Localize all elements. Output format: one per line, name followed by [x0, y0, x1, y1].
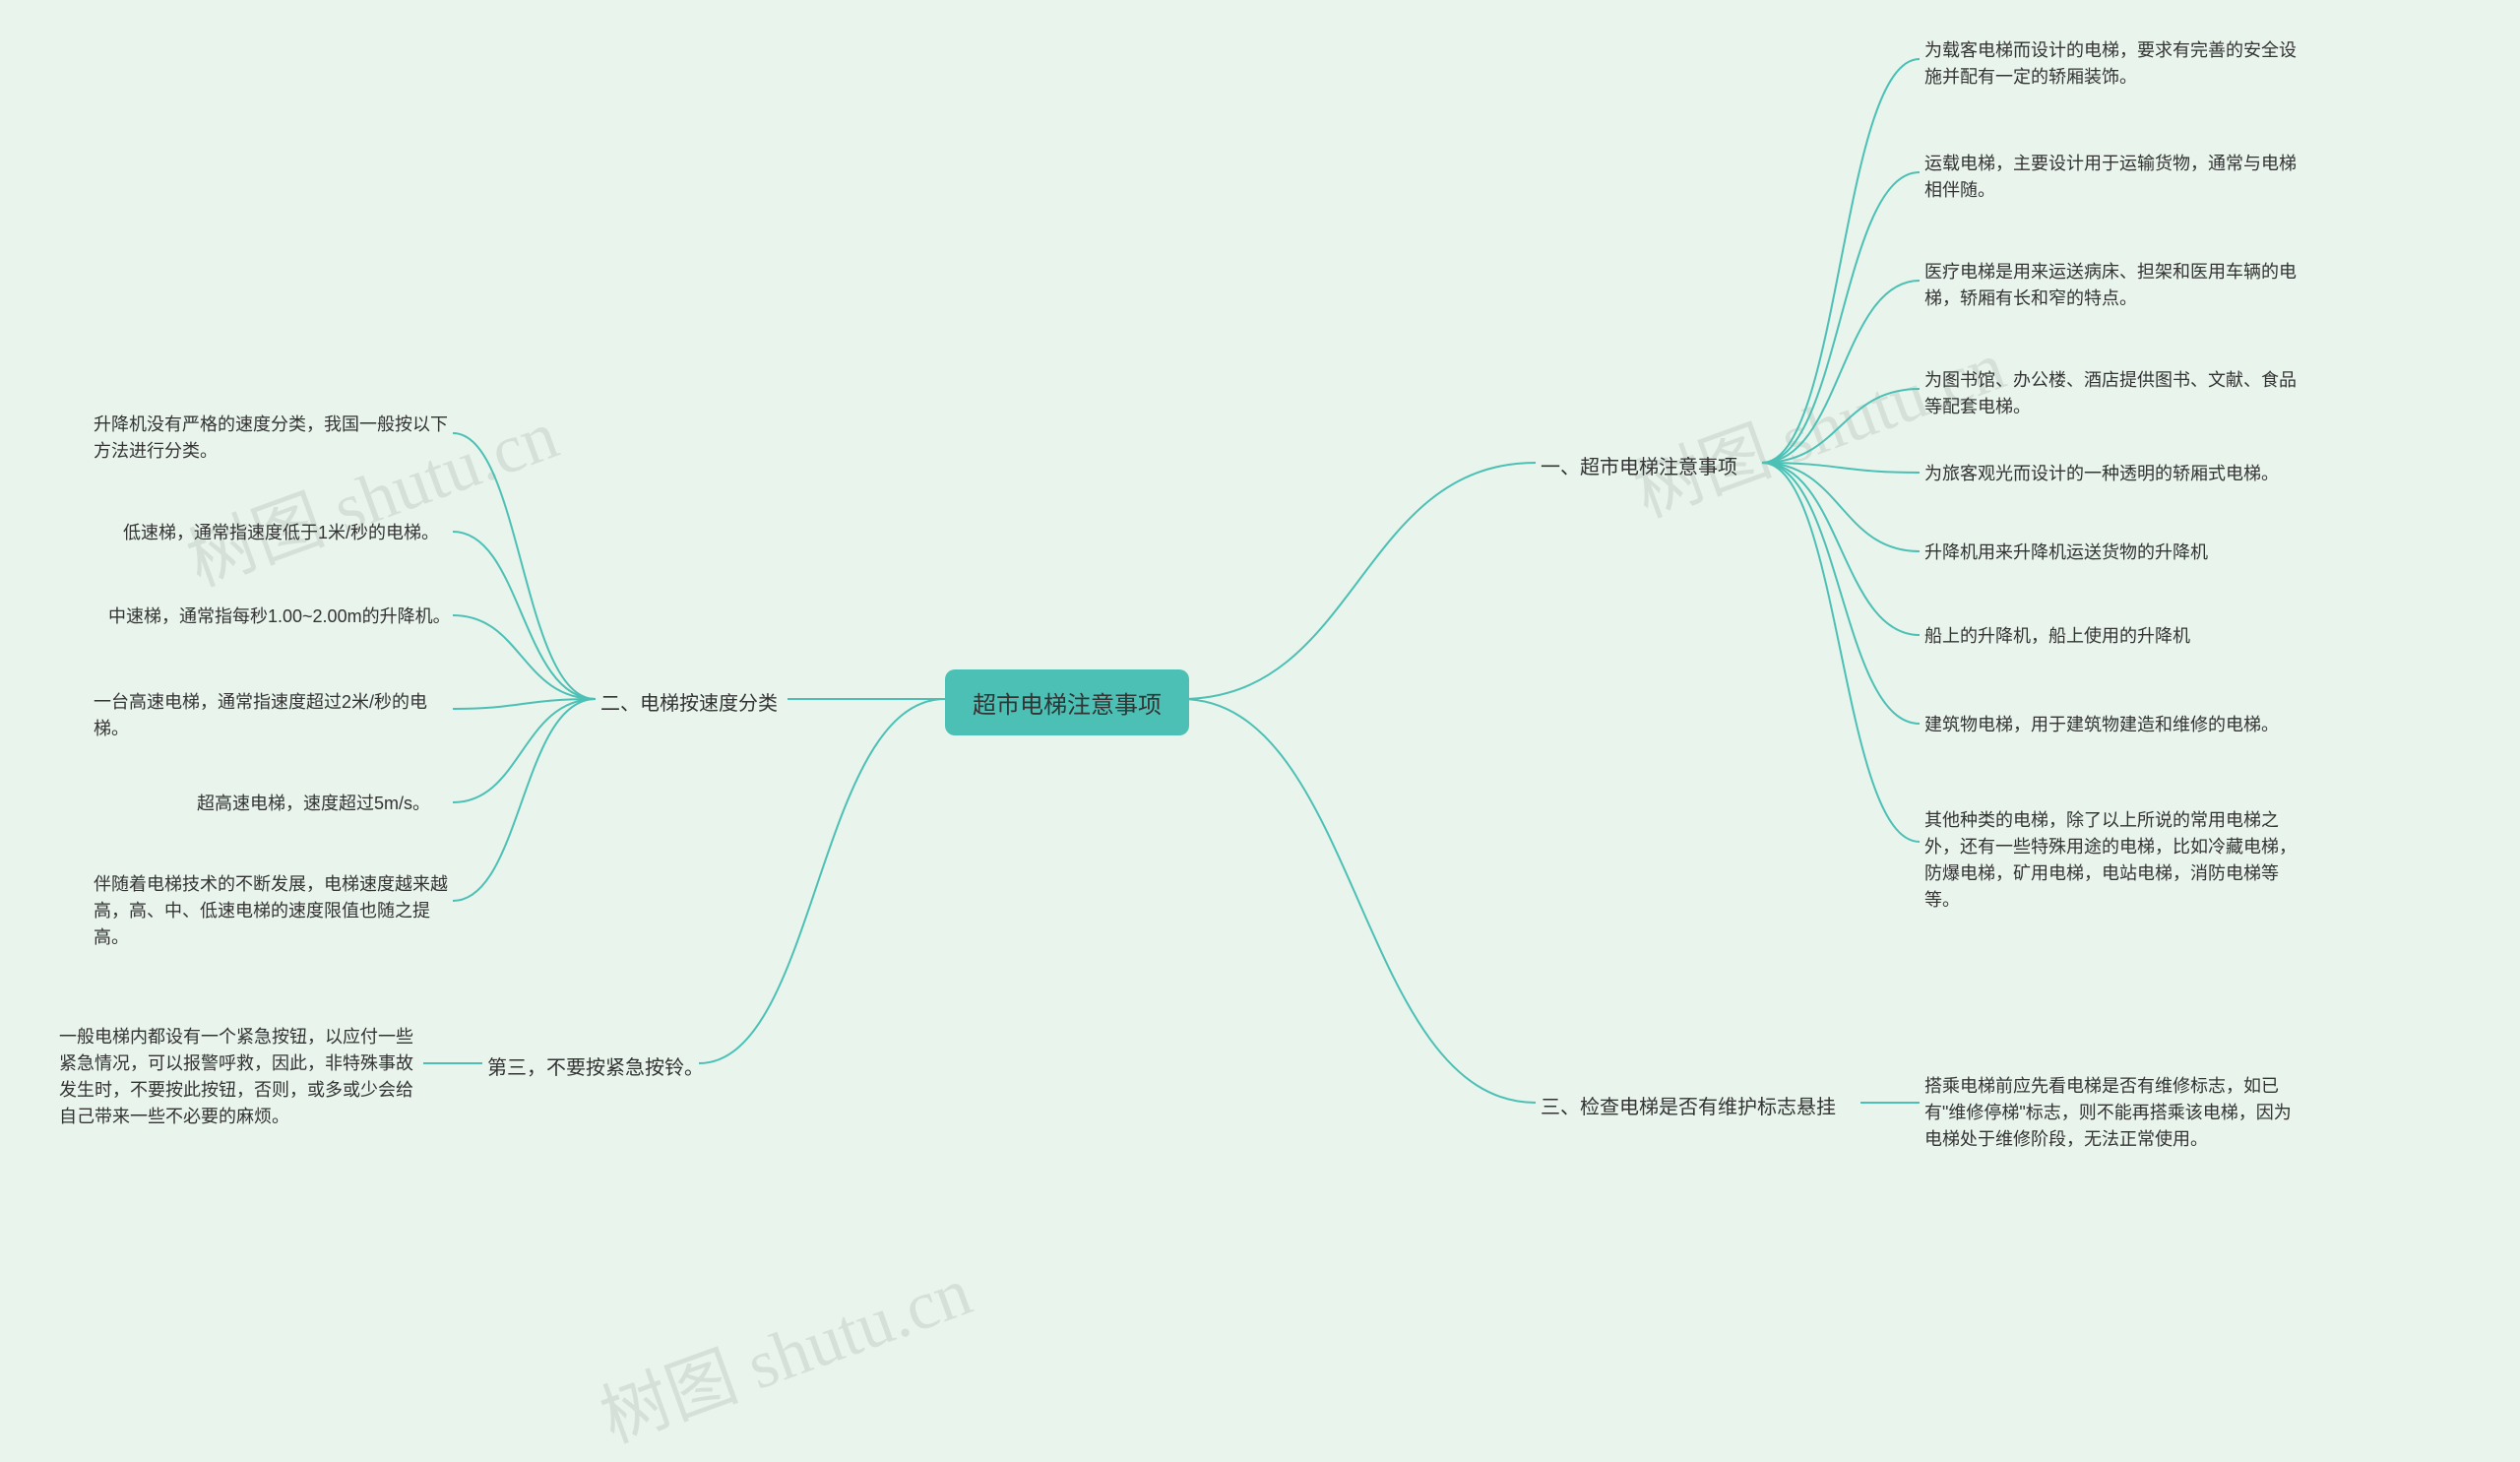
leaf-2-4: 超高速电梯，速度超过5m/s。	[197, 791, 551, 817]
leaf-1-7: 建筑物电梯，用于建筑物建造和维修的电梯。	[1924, 712, 2299, 738]
leaf-2-3: 一台高速电梯，通常指速度超过2米/秒的电梯。	[94, 689, 448, 742]
leaf-1-1: 运载电梯，主要设计用于运输货物，通常与电梯相伴随。	[1924, 151, 2299, 204]
leaf-1-2: 医疗电梯是用来运送病床、担架和医用车辆的电梯，轿厢有长和窄的特点。	[1924, 259, 2299, 312]
central-topic[interactable]: 超市电梯注意事项	[945, 669, 1189, 735]
branch-4[interactable]: 第三，不要按紧急按铃。	[487, 1051, 704, 1080]
leaf-2-1: 低速梯，通常指速度低于1米/秒的电梯。	[123, 520, 477, 546]
leaf-2-5: 伴随着电梯技术的不断发展，电梯速度越来越高，高、中、低速电梯的速度限值也随之提高…	[94, 871, 448, 951]
leaf-1-4: 为旅客观光而设计的一种透明的轿厢式电梯。	[1924, 461, 2299, 487]
branch-2[interactable]: 二、电梯按速度分类	[600, 687, 778, 716]
leaf-1-8: 其他种类的电梯，除了以上所说的常用电梯之外，还有一些特殊用途的电梯，比如冷藏电梯…	[1924, 807, 2299, 914]
mindmap-connectors	[0, 0, 2520, 1374]
leaf-1-5: 升降机用来升降机运送货物的升降机	[1924, 540, 2299, 566]
branch-3[interactable]: 三、检查电梯是否有维护标志悬挂	[1541, 1091, 1836, 1119]
branch-1[interactable]: 一、超市电梯注意事项	[1541, 451, 1737, 479]
leaf-2-2: 中速梯，通常指每秒1.00~2.00m的升降机。	[108, 604, 463, 630]
leaf-2-0: 升降机没有严格的速度分类，我国一般按以下方法进行分类。	[94, 412, 448, 465]
leaf-1-0: 为载客电梯而设计的电梯，要求有完善的安全设施并配有一定的轿厢装饰。	[1924, 37, 2299, 91]
leaf-3-0: 搭乘电梯前应先看电梯是否有维修标志，如已有"维修停梯"标志，则不能再搭乘该电梯，…	[1924, 1073, 2299, 1153]
leaf-4-0: 一般电梯内都设有一个紧急按钮，以应付一些紧急情况，可以报警呼救，因此，非特殊事故…	[59, 1024, 413, 1130]
leaf-1-6: 船上的升降机，船上使用的升降机	[1924, 623, 2299, 650]
leaf-1-3: 为图书馆、办公楼、酒店提供图书、文献、食品等配套电梯。	[1924, 367, 2299, 420]
